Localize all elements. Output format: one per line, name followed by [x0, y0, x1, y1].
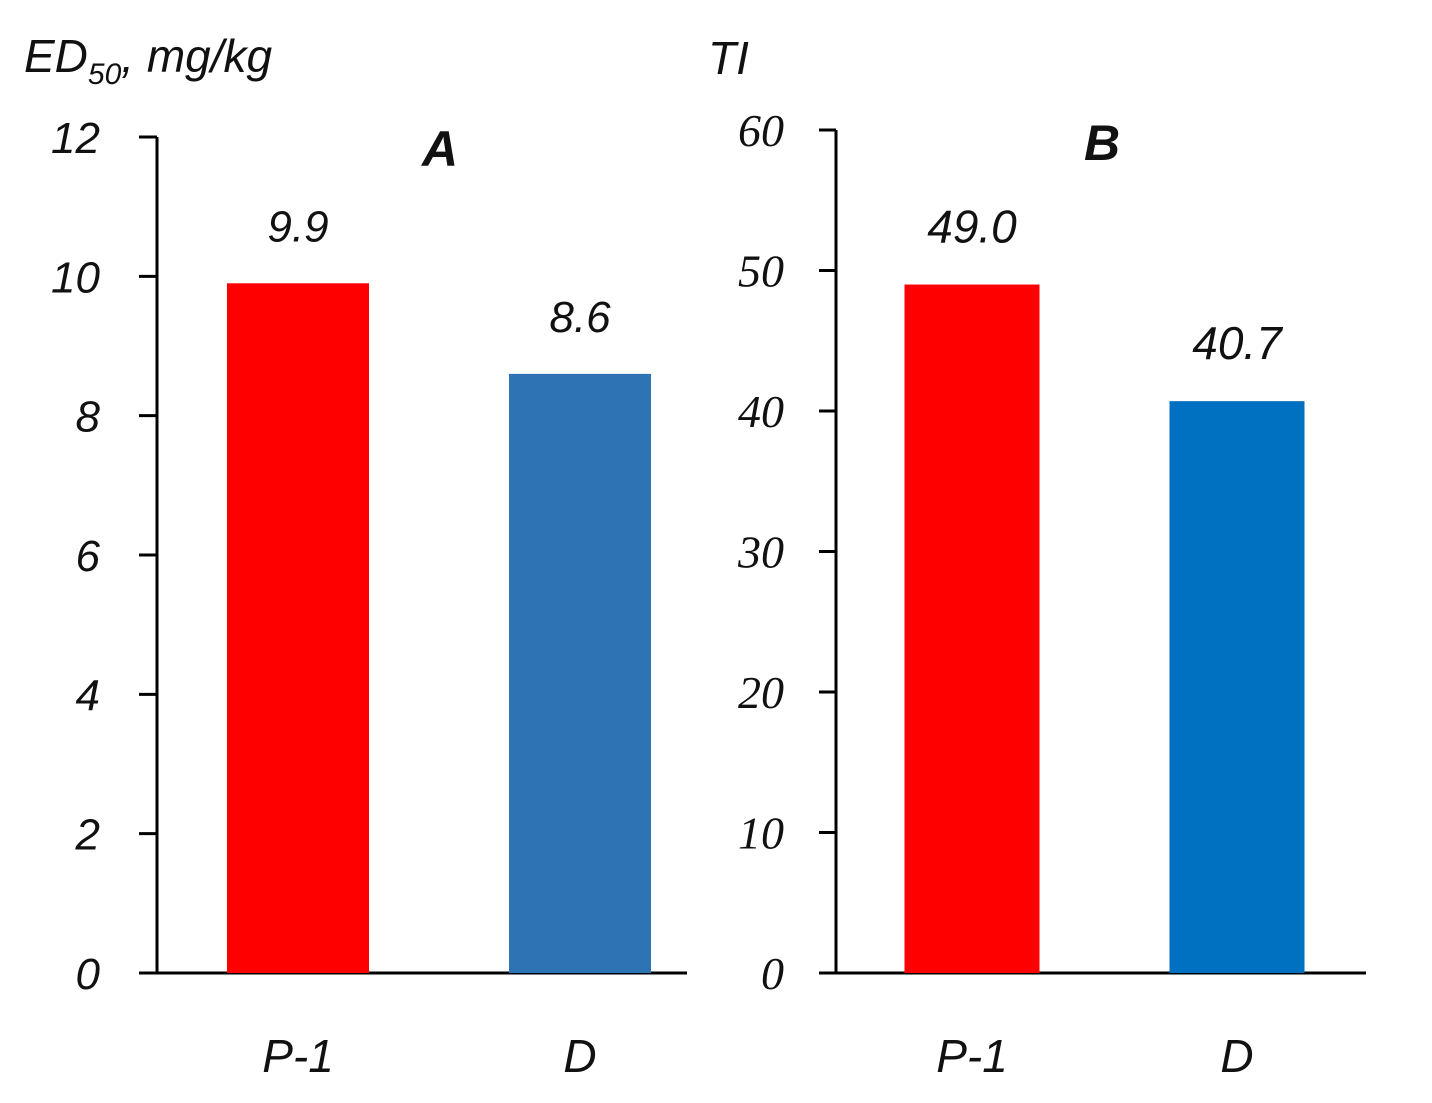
panel-a-chart: ED50, mg/kg A 0 2 4 6 8 10 12 9.9 P-1 8.6 D	[24, 30, 687, 1082]
panel-b-y-tick-label: 20	[738, 667, 784, 718]
panel-b-y-tick-label: 0	[761, 948, 784, 999]
panel-a-bar-p-1	[227, 283, 369, 973]
panel-a-y-tick-label: 8	[76, 393, 101, 442]
panel-a-y-tick-label: 0	[76, 950, 101, 999]
panel-a-bars: 9.9 P-1 8.6 D	[227, 202, 651, 1082]
panel-b-y-tick-label: 60	[738, 105, 784, 156]
panel-b-bar-p-1	[904, 284, 1040, 973]
panel-a-y-tick-label: 2	[75, 811, 100, 860]
panel-a-category-label: P-1	[262, 1030, 334, 1082]
panel-b-category-label: D	[1220, 1030, 1253, 1082]
panel-b-bar-d	[1169, 401, 1305, 973]
panel-a-value-label: 9.9	[267, 202, 328, 251]
panel-b-bars: 49.0 P-1 40.7 D	[904, 201, 1305, 1082]
panel-b-y-ticks: 0 10 20 30 40 50 60	[737, 105, 836, 999]
panel-a-y-tick-label: 12	[51, 114, 100, 163]
panel-a-bar-d	[509, 373, 651, 973]
panel-b-value-label: 40.7	[1192, 317, 1283, 369]
panel-b-y-tick-label: 30	[737, 527, 784, 578]
panel-b-category-label: P-1	[936, 1030, 1008, 1082]
panel-a-ylabel: ED50, mg/kg	[24, 30, 273, 91]
panel-a-y-tick-label: 10	[51, 253, 100, 302]
panel-a-category-label: D	[563, 1030, 596, 1082]
panel-b-value-label: 49.0	[927, 201, 1017, 253]
panel-a-y-ticks: 0 2 4 6 8 10 12	[51, 114, 157, 999]
panel-a-title: A	[420, 121, 458, 177]
panel-b-title: B	[1084, 115, 1120, 171]
panel-b-y-tick-label: 50	[738, 246, 784, 297]
panel-a-y-tick-label: 4	[76, 671, 100, 720]
panel-b-y-tick-label: 10	[738, 808, 784, 859]
panel-b-y-tick-label: 40	[738, 386, 784, 437]
panel-a-y-tick-label: 6	[76, 532, 101, 581]
panel-b-chart: TI B 0 10 20 30 40 50 60 49.0 P-1 40.7 D	[708, 32, 1366, 1082]
panel-b-ylabel: TI	[708, 32, 749, 84]
panel-a-value-label: 8.6	[549, 293, 611, 342]
